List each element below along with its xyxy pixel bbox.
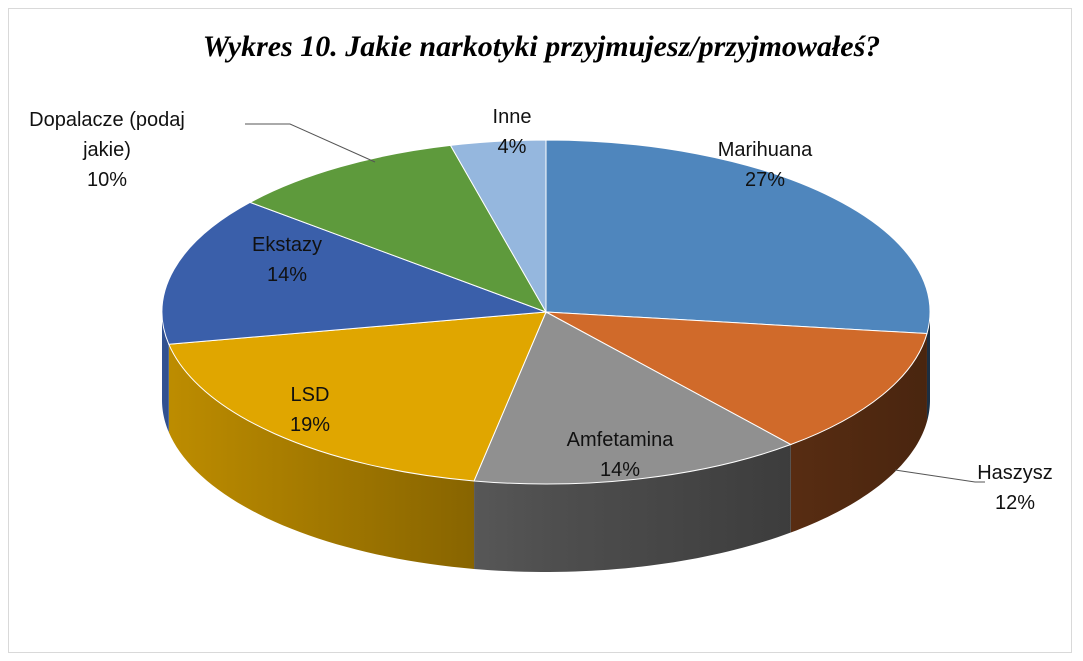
data-label: LSD 19% (210, 380, 410, 440)
slice (473, 311, 792, 485)
data-label: Inne 4% (462, 102, 562, 162)
data-label: Haszysz 12% (945, 458, 1083, 518)
value-label: 27% (744, 169, 786, 191)
slice-side (474, 444, 791, 572)
category-label: Haszysz (977, 462, 1053, 484)
slice (545, 311, 928, 446)
category-label: Ekstazy (251, 234, 323, 256)
category-label: LSD (290, 384, 330, 406)
slice (248, 144, 548, 313)
value-label: 4% (497, 136, 527, 158)
data-label: Ekstazy 14% (187, 230, 387, 290)
value-label: 19% (289, 414, 331, 436)
slice-side (162, 312, 169, 433)
slice (545, 139, 931, 335)
category-label: Inne (492, 106, 532, 128)
leader-line (894, 469, 985, 483)
leader-line (245, 123, 376, 163)
chart-title: Wykres 10. Jakie narkotyki przyjmujesz/p… (202, 30, 881, 63)
value-label: 14% (599, 459, 641, 481)
slice (161, 201, 547, 345)
category-label: Amfetamina (566, 429, 674, 451)
chart-frame (8, 8, 1072, 653)
category-label: Dopalacze (podaj jakie) (29, 109, 185, 161)
category-label: Marihuana (717, 139, 813, 161)
data-label: Marihuana 27% (655, 135, 875, 195)
slice (449, 139, 547, 314)
data-label: Amfetamina 14% (510, 425, 730, 485)
slice-side (790, 333, 927, 533)
slice-side (926, 312, 930, 422)
value-label: 10% (86, 169, 128, 191)
slice-side (168, 344, 475, 569)
value-label: 12% (994, 492, 1036, 514)
value-label: 14% (266, 264, 308, 286)
data-label: Dopalacze (podaj jakie) 10% (27, 105, 187, 195)
slice (168, 311, 547, 482)
